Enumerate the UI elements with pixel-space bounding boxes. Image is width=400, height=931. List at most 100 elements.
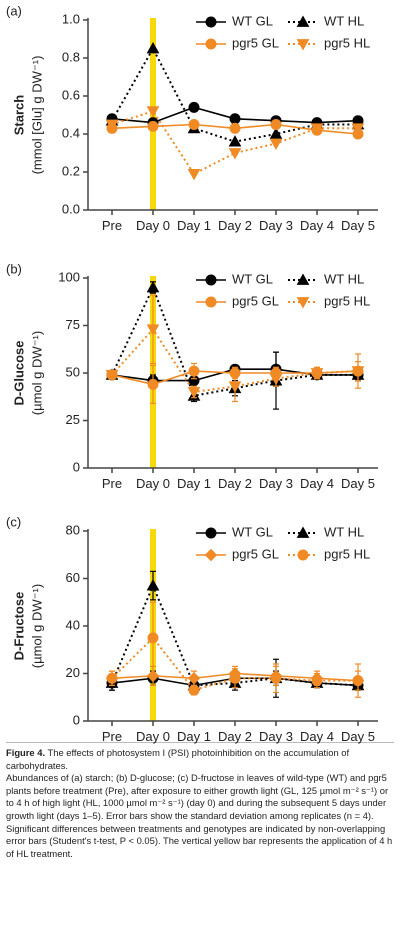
x-tick-label: Day 4 [300, 476, 334, 491]
y-tick-label: 75 [66, 317, 80, 332]
y-tick-label: 25 [66, 412, 80, 427]
marker [146, 41, 160, 54]
marker [229, 672, 241, 684]
y-axis-unit: (µmol g DW⁻¹) [29, 584, 44, 668]
legend-label: WT GL [232, 524, 273, 539]
legend-label: pgr5 HL [324, 546, 370, 561]
marker [187, 169, 201, 181]
y-tick-label: 50 [66, 364, 80, 379]
marker [146, 324, 160, 336]
marker [311, 675, 323, 687]
caption: Figure 4. The effects of photosystem I (… [6, 742, 394, 860]
marker [106, 672, 118, 684]
y-axis-label: Starch [11, 95, 26, 136]
marker [228, 135, 242, 147]
marker [296, 273, 310, 285]
chart-panel: (b) D-Glucose (µmol g DW⁻¹) 0 25 50 75 100 WT GL… [0, 258, 400, 513]
marker [205, 16, 217, 28]
x-tick-label: Day 5 [341, 476, 375, 491]
marker [229, 122, 241, 134]
marker [188, 684, 200, 696]
marker [188, 365, 200, 377]
marker [205, 38, 217, 50]
legend-label: WT HL [324, 524, 364, 539]
marker [187, 387, 201, 399]
marker [147, 378, 159, 390]
x-tick-label: Day 0 [136, 729, 170, 744]
marker [310, 123, 324, 135]
y-tick-label: 60 [66, 570, 80, 585]
y-tick-label: 20 [66, 665, 80, 680]
chart: (c) D-Fructose (µmol g DW⁻¹) 0 20 40 60 80 WT GL… [6, 514, 378, 727]
y-axis-label: D-Glucose [11, 340, 26, 405]
marker [228, 148, 242, 160]
legend-label: WT HL [324, 271, 364, 286]
legend-label: WT GL [232, 13, 273, 28]
x-tick-label: Day 2 [218, 729, 252, 744]
marker [205, 274, 217, 286]
y-axis-unit: (µmol g DW⁻¹) [29, 331, 44, 415]
x-tick-label: Day 1 [177, 476, 211, 491]
x-tick-label: Day 1 [177, 729, 211, 744]
marker [105, 119, 119, 132]
y-tick-label: 0 [73, 459, 80, 474]
marker [296, 15, 310, 27]
caption-title: The effects of photosystem I (PSI) photo… [6, 747, 350, 771]
x-tick-label: Day 3 [259, 476, 293, 491]
y-tick-label: 100 [58, 269, 80, 284]
y-tick-label: 0.6 [62, 87, 80, 102]
marker [188, 119, 200, 130]
marker [205, 527, 217, 539]
marker [296, 526, 310, 538]
marker [188, 101, 200, 113]
x-tick-label: Day 0 [136, 218, 170, 233]
marker [296, 297, 310, 309]
marker [352, 675, 364, 687]
chart: (b) D-Glucose (µmol g DW⁻¹) 0 25 50 75 100 WT GL… [6, 261, 378, 474]
marker [228, 381, 242, 393]
y-tick-label: 0.4 [62, 125, 80, 140]
caption-head: Figure 4. The effects of photosystem I (… [6, 747, 394, 772]
legend-label: pgr5 GL [232, 35, 279, 50]
marker [269, 127, 283, 139]
x-tick-label: Pre [101, 729, 123, 744]
marker [204, 548, 218, 562]
x-tick-label: Day 3 [259, 218, 293, 233]
y-tick-label: 0.8 [62, 49, 80, 64]
x-tick-label: Day 0 [136, 476, 170, 491]
legend-label: pgr5 GL [232, 293, 279, 308]
y-tick-label: 0.2 [62, 163, 80, 178]
marker [297, 549, 309, 561]
marker [351, 366, 365, 378]
panel-label: (b) [6, 261, 22, 276]
y-tick-label: 0 [73, 712, 80, 727]
chart-panel: (a) Starch (mmol [Glu] g DW⁻¹) 0.0 0.2 0.4 0.6… [0, 0, 400, 255]
x-tick-label: Day 2 [218, 218, 252, 233]
caption-body: Abundances of (a) starch; (b) D-glucose;… [6, 772, 393, 859]
panel-label: (c) [6, 514, 21, 529]
x-tick-label: Day 5 [341, 218, 375, 233]
marker [147, 120, 159, 132]
x-tick-label: Day 4 [300, 218, 334, 233]
chart: (a) Starch (mmol [Glu] g DW⁻¹) 0.0 0.2 0.4 0.6… [6, 3, 378, 216]
legend-label: pgr5 HL [324, 35, 370, 50]
x-tick-label: Pre [101, 218, 123, 233]
marker [229, 113, 241, 125]
marker [146, 579, 160, 591]
y-tick-label: 1.0 [62, 11, 80, 26]
panel-label: (a) [6, 3, 22, 18]
chart-panel: (c) D-Fructose (µmol g DW⁻¹) 0 20 40 60 80 WT GL… [0, 511, 400, 766]
marker [147, 632, 159, 644]
y-tick-label: 40 [66, 617, 80, 632]
y-tick-label: 80 [66, 522, 80, 537]
x-tick-label: Day 4 [300, 729, 334, 744]
x-tick-label: Day 5 [341, 729, 375, 744]
legend-label: pgr5 GL [232, 546, 279, 561]
x-tick-label: Pre [101, 476, 123, 491]
legend-label: pgr5 HL [324, 293, 370, 308]
marker [296, 39, 310, 51]
y-tick-label: 0.0 [62, 201, 80, 216]
marker [269, 138, 283, 151]
marker [270, 672, 282, 684]
